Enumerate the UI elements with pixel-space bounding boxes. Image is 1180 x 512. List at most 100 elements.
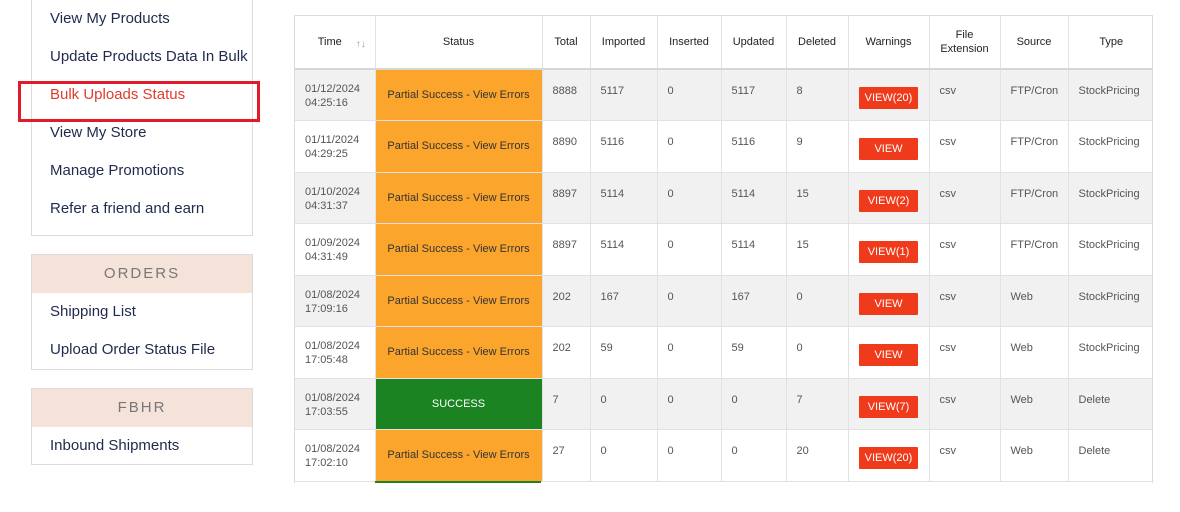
cell-inserted: 0 xyxy=(657,326,722,379)
cell-status[interactable]: Partial Success - View Errors xyxy=(375,429,543,482)
table-row: 01/09/2024 04:31:49 Partial Success - View… xyxy=(295,223,1152,276)
cell-inserted: 0 xyxy=(657,172,722,224)
cell-warnings: VIEW(2) xyxy=(848,172,930,224)
orders-heading: ORDERS xyxy=(32,255,252,293)
cell-status[interactable]: Partial Success - View Errors xyxy=(375,172,543,224)
menu-inbound-shipments[interactable]: Inbound Shipments xyxy=(50,437,180,454)
header-type: Type xyxy=(1068,16,1152,70)
cell-inserted: 0 xyxy=(657,429,722,482)
table-row: 01/08/2024 17:05:48 Partial Success - View… xyxy=(295,326,1152,379)
view-warnings-button[interactable]: VIEW xyxy=(859,138,918,160)
cell-time: 01/09/2024 04:31:49 xyxy=(295,223,376,276)
cell-status[interactable]: Partial Success - View Errors xyxy=(375,326,543,379)
cell-total: 8888 xyxy=(542,69,591,121)
cell-total: 27 xyxy=(542,429,591,482)
cell-total: 8897 xyxy=(542,223,591,276)
cell-deleted: 7 xyxy=(786,378,849,430)
cell-updated: 0 xyxy=(721,378,787,430)
cell-imported: 167 xyxy=(590,275,658,327)
cell-updated: 5114 xyxy=(721,223,787,276)
cell-file-extension: csv xyxy=(929,429,1001,482)
cell-file-extension: csv xyxy=(929,172,1001,224)
cell-warnings: VIEW(20) xyxy=(848,69,930,121)
table-row: 01/08/2024 17:03:55 SUCCESS 7 0 0 0 7 VIEW(7) csv… xyxy=(295,378,1152,430)
header-warnings: Warnings xyxy=(848,16,930,70)
cell-updated: 0 xyxy=(721,429,787,482)
cell-deleted: 15 xyxy=(786,223,849,276)
sort-icon[interactable]: ↑↓ xyxy=(355,38,366,50)
cell-time: 01/08/2024 17:09:16 xyxy=(295,275,376,327)
cell-updated: 5116 xyxy=(721,120,787,173)
cell-file-extension: csv xyxy=(929,326,1001,379)
menu-view-my-store[interactable]: View My Store xyxy=(50,124,147,141)
menu-shipping-list[interactable]: Shipping List xyxy=(50,303,136,320)
cell-file-extension: csv xyxy=(929,378,1001,430)
header-imported: Imported xyxy=(590,16,658,70)
cell-type: Delete xyxy=(1068,429,1152,482)
header-time[interactable]: Time ↑↓ xyxy=(295,16,376,70)
view-warnings-button[interactable]: VIEW(20) xyxy=(859,447,918,469)
cell-updated: 5114 xyxy=(721,172,787,224)
cell-type: StockPricing xyxy=(1068,120,1152,173)
view-warnings-button[interactable]: VIEW xyxy=(859,292,918,315)
cell-source: Web xyxy=(1000,429,1069,482)
cell-deleted: 20 xyxy=(786,429,849,482)
table-row: 01/12/2024 04:25:16 Partial Success - View… xyxy=(295,69,1152,121)
cell-imported: 59 xyxy=(590,326,658,379)
cell-warnings: VIEW xyxy=(848,275,930,327)
cell-updated: 59 xyxy=(721,326,787,379)
cell-imported: 5114 xyxy=(590,223,658,276)
menu-upload-order-status[interactable]: Upload Order Status File xyxy=(50,341,216,358)
header-total: Total xyxy=(542,16,591,70)
cell-total: 202 xyxy=(542,275,591,327)
cell-time: 01/11/2024 04:29:25 xyxy=(295,120,376,173)
cell-imported: 5117 xyxy=(590,69,658,121)
cell-type: StockPricing xyxy=(1068,223,1152,276)
view-warnings-button[interactable]: VIEW(2) xyxy=(859,189,918,212)
table-row: 01/11/2024 04:29:25 Partial Success - View… xyxy=(295,120,1152,173)
cell-total: 202 xyxy=(542,326,591,379)
menu-view-my-products[interactable]: View My Products xyxy=(50,10,170,27)
cell-time: 01/08/2024 17:02:10 xyxy=(295,429,376,482)
cell-status[interactable]: Partial Success - View Errors xyxy=(375,69,543,121)
view-warnings-button[interactable]: VIEW xyxy=(859,344,918,366)
cell-time: 01/08/2024 17:05:48 xyxy=(295,326,376,379)
table-row: 01/08/2024 17:09:16 Partial Success - View… xyxy=(295,275,1152,327)
cell-source: Web xyxy=(1000,378,1069,430)
cell-status[interactable]: Partial Success - View Errors xyxy=(375,120,543,173)
view-warnings-button[interactable]: VIEW(20) xyxy=(859,87,918,109)
cell-inserted: 0 xyxy=(657,275,722,327)
table-row: 01/08/2024 17:02:10 Partial Success - View… xyxy=(295,429,1152,482)
menu-update-products-bulk[interactable]: Update Products Data In Bulk xyxy=(50,48,248,65)
cell-file-extension: csv xyxy=(929,69,1001,121)
fbhr-menu: FBHR Inbound Shipments xyxy=(31,388,253,465)
cell-type: StockPricing xyxy=(1068,172,1152,224)
cell-type: StockPricing xyxy=(1068,326,1152,379)
cell-status[interactable]: Partial Success - View Errors xyxy=(375,223,543,276)
cell-deleted: 15 xyxy=(786,172,849,224)
table-header-row: Time ↑↓ Status Total Imported Inserted Up… xyxy=(295,16,1152,70)
cell-imported: 0 xyxy=(590,429,658,482)
cell-imported: 5116 xyxy=(590,120,658,173)
view-warnings-button[interactable]: VIEW(1) xyxy=(859,241,918,263)
header-deleted: Deleted xyxy=(786,16,849,70)
menu-refer-friend[interactable]: Refer a friend and earn xyxy=(50,200,205,217)
cell-source: FTP/Cron xyxy=(1000,69,1069,121)
menu-bulk-uploads-status[interactable]: Bulk Uploads Status xyxy=(50,86,186,103)
cell-inserted: 0 xyxy=(657,69,722,121)
view-warnings-button[interactable]: VIEW(7) xyxy=(859,395,918,418)
menu-manage-promotions[interactable]: Manage Promotions xyxy=(50,162,185,179)
cell-warnings: VIEW xyxy=(848,120,930,173)
header-inserted: Inserted xyxy=(657,16,722,70)
cell-status[interactable]: Partial Success - View Errors xyxy=(375,275,543,327)
cell-imported: 5114 xyxy=(590,172,658,224)
cell-time: 01/12/2024 04:25:16 xyxy=(295,69,376,121)
cell-source: FTP/Cron xyxy=(1000,120,1069,173)
cell-warnings: VIEW(7) xyxy=(848,378,930,430)
seller-menu: View My Products Update Products Data In… xyxy=(31,0,253,236)
cell-inserted: 0 xyxy=(657,223,722,276)
cell-warnings: VIEW(20) xyxy=(848,429,930,482)
bulk-uploads-table: Time ↑↓ Status Total Imported Inserted Up… xyxy=(294,15,1153,483)
cell-file-extension: csv xyxy=(929,275,1001,327)
cell-total: 7 xyxy=(542,378,591,430)
